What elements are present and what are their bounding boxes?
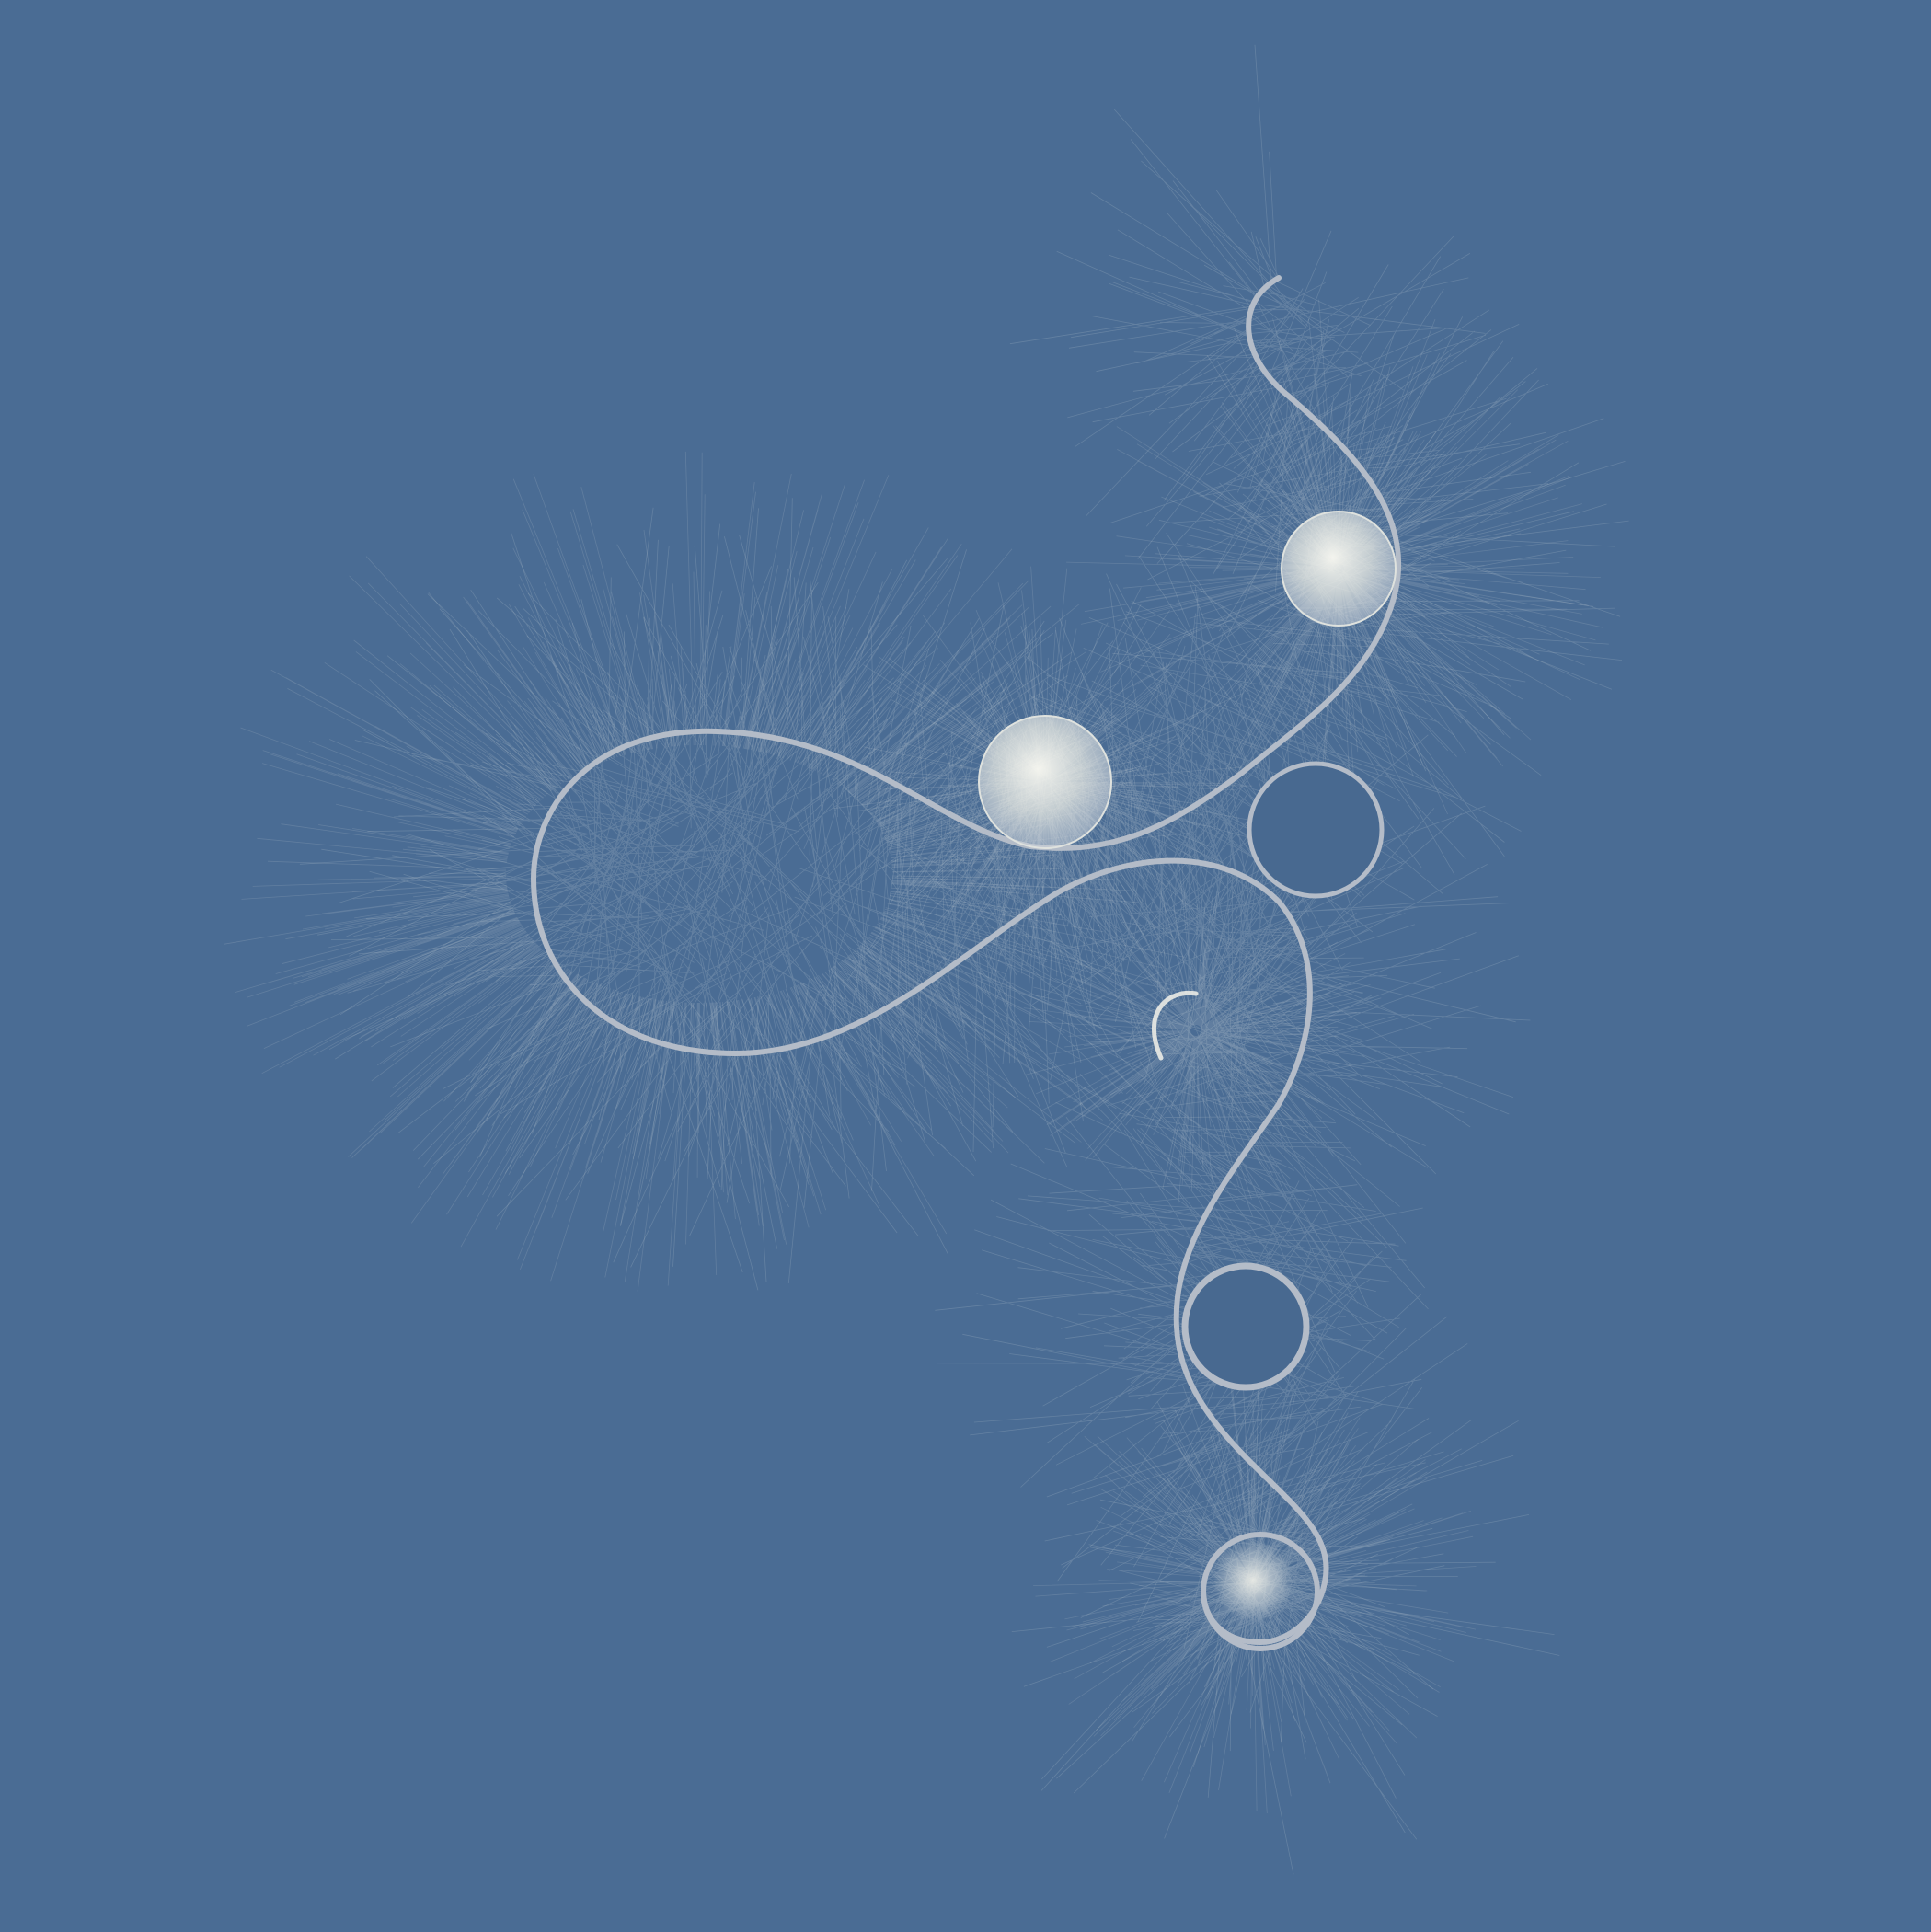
glowing-orb-middle [978, 715, 1112, 849]
ring-lower [1181, 1262, 1310, 1391]
glowing-orb-top [1281, 511, 1397, 627]
ring-bottom [1201, 1532, 1320, 1651]
looping-curve [530, 275, 1402, 1646]
bright-wisp [1151, 990, 1199, 1061]
ring-upper-right [1247, 761, 1385, 899]
filament-burst [1023, 857, 1371, 1204]
glowing-orb-bottom [1213, 1540, 1293, 1621]
